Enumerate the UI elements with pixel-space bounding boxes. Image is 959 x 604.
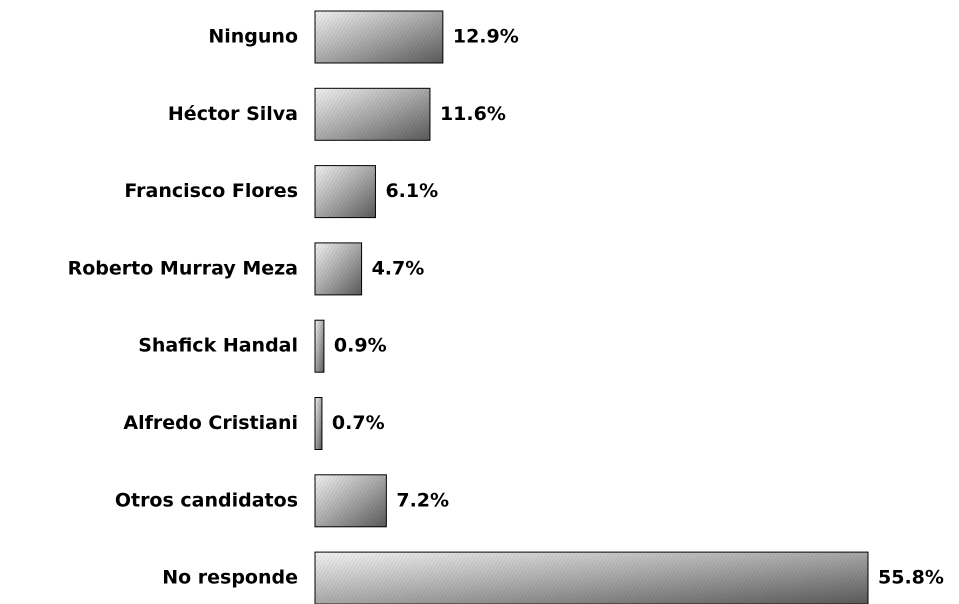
bar-hatch [315,397,322,450]
category-label: Francisco Flores [124,180,298,202]
value-label: 6.1% [385,180,438,202]
bar-hatch [315,474,387,527]
category-label: Ninguno [208,26,298,48]
category-label: Otros candidatos [115,489,298,511]
category-label: Héctor Silva [168,103,298,125]
value-label: 4.7% [372,257,425,279]
bar-hatch [315,320,324,373]
bar-hatch [315,165,376,218]
bar-hatch [315,552,868,604]
category-label: Shafick Handal [138,335,298,357]
value-label: 11.6% [440,103,506,125]
value-label: 55.8% [878,567,944,589]
value-label: 7.2% [396,489,449,511]
bar-hatch [315,88,430,141]
bar-hatch [315,11,443,63]
category-label: Alfredo Cristiani [123,412,298,434]
value-label: 0.7% [332,412,385,434]
value-label: 12.9% [453,26,519,48]
category-label: Roberto Murray Meza [68,257,298,279]
value-label: 0.9% [334,335,387,357]
bar-hatch [315,242,362,295]
category-label: No responde [162,567,298,589]
